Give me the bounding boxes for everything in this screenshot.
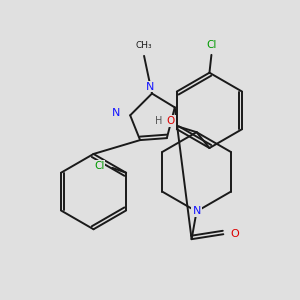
Text: CH₃: CH₃	[136, 41, 152, 50]
Text: O: O	[167, 116, 175, 126]
Text: N: N	[146, 82, 154, 92]
Text: Cl: Cl	[94, 161, 104, 171]
Text: Cl: Cl	[206, 40, 217, 50]
Text: N: N	[112, 108, 120, 118]
Text: O: O	[231, 229, 240, 239]
Text: H: H	[154, 116, 162, 126]
Text: N: N	[192, 206, 201, 216]
